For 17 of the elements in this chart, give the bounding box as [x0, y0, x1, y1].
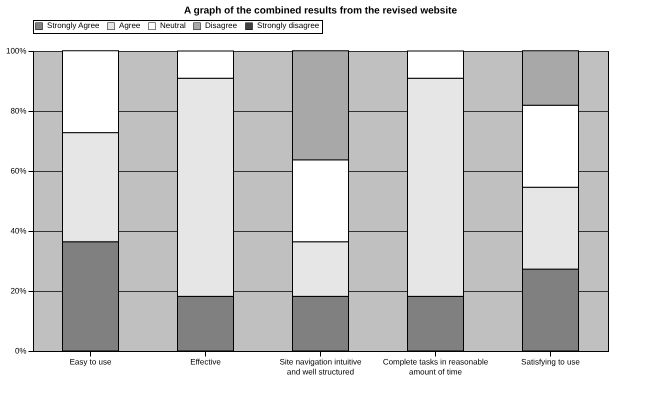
x-tick-label: Site navigation intuitive and well structured — [280, 358, 362, 376]
legend-label: Disagree — [205, 21, 238, 30]
y-tick-label: 60% — [10, 166, 26, 176]
y-tick-label: 20% — [10, 286, 26, 296]
legend-label: Strongly disagree — [257, 21, 320, 30]
x-tick-label: Satisfying to use — [521, 358, 580, 366]
y-tick-label: 40% — [10, 226, 26, 236]
legend-label: Neutral — [160, 21, 186, 30]
x-tick-label: Complete tasks in reasonable amount of time — [382, 358, 489, 376]
x-tick-label: Easy to use — [70, 358, 112, 366]
y-tick-label: 0% — [14, 346, 26, 356]
y-tick-label: 100% — [6, 46, 26, 56]
x-tick-label: Effective — [190, 358, 222, 366]
legend-label: Agree — [119, 21, 141, 30]
legend-label: Strongly Agree — [47, 21, 100, 30]
chart-title: A graph of the combined results from the revised website — [184, 6, 458, 16]
y-tick-label: 80% — [10, 106, 26, 116]
